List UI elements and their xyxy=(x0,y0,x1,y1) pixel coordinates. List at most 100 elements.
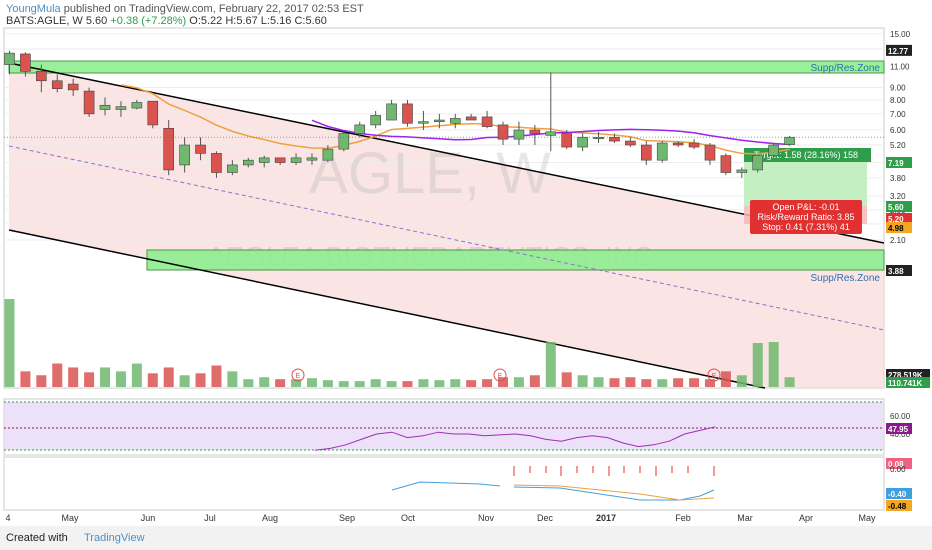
price-axis-label-bg xyxy=(886,377,930,388)
ohlc-values: O:5.22 H:5.67 L:5.16 C:5.60 xyxy=(189,15,327,27)
price-axis-label: 5.20 xyxy=(888,215,904,224)
volume-bar xyxy=(657,379,668,387)
channel-bottom-line xyxy=(8,229,766,389)
candle-body xyxy=(497,124,509,140)
rsi-value-bg xyxy=(886,423,912,434)
candle-body xyxy=(227,164,238,173)
candle-body xyxy=(115,106,127,110)
candle-body xyxy=(402,103,413,124)
volume-bar xyxy=(673,378,684,387)
volume-bar xyxy=(275,379,286,387)
volume-bar xyxy=(195,373,206,387)
zone-upper-label: Supp/Res.Zone xyxy=(811,63,881,74)
rsi-value-label: 47.95 xyxy=(888,425,909,434)
earnings-marker xyxy=(707,368,721,382)
volume-bar xyxy=(386,381,397,387)
target-zone xyxy=(744,162,867,206)
candle-body xyxy=(354,124,366,134)
volume-bar xyxy=(291,379,302,387)
candle-body xyxy=(211,153,222,173)
rsi-tick-label: 60.00 xyxy=(890,412,911,421)
volume-bar xyxy=(211,365,222,387)
rsi-band xyxy=(4,402,884,450)
price-tick-label: 3.20 xyxy=(890,192,906,201)
open-pl-label: Open P&L: -0.01 xyxy=(772,202,839,212)
risk-reward-label: Risk/Reward Ratio: 3.85 xyxy=(757,212,854,222)
volume-bar xyxy=(529,375,540,387)
time-tick-label: Nov xyxy=(478,513,495,523)
candle-body xyxy=(67,83,79,91)
macd-signal-line-b xyxy=(513,486,715,501)
volume-bar xyxy=(482,379,493,387)
candle-body xyxy=(545,131,557,136)
risk-box-bg xyxy=(750,200,862,234)
candlestick-chart[interactable]: 15.0013.0011.009.008.007.006.005.204.403… xyxy=(0,0,932,526)
price-axis-label: 3.88 xyxy=(888,267,904,276)
earnings-marker xyxy=(291,368,305,382)
candle-body xyxy=(784,136,795,145)
price-tick-label: 2.10 xyxy=(890,236,906,245)
earnings-marker-label: E xyxy=(712,373,717,380)
target-label: Target: 1.58 (28.16%) 158 xyxy=(754,150,858,160)
time-tick-label: 2017 xyxy=(596,513,616,523)
price-tick-label: 5.20 xyxy=(890,141,906,150)
volume-bar xyxy=(689,378,700,387)
candle-body xyxy=(195,144,206,154)
volume-bar xyxy=(434,380,445,387)
macd-label-bg xyxy=(886,488,912,499)
zone-lower xyxy=(146,249,885,271)
candle-body xyxy=(290,157,302,163)
price-axis-label: 7.19 xyxy=(888,159,904,168)
volume-bar xyxy=(370,379,381,387)
candle-body xyxy=(449,118,461,124)
candle-body xyxy=(768,144,779,156)
candle-body xyxy=(20,53,31,72)
candle-body xyxy=(529,129,541,134)
time-tick-label: Mar xyxy=(737,513,753,523)
volume-bar xyxy=(402,381,413,387)
candle-body xyxy=(752,155,764,171)
time-tick-label: Dec xyxy=(537,513,554,523)
volume-bar xyxy=(163,367,174,387)
channel-fill xyxy=(9,63,884,388)
author-name[interactable]: YoungMula xyxy=(6,3,61,15)
volume-bar xyxy=(418,379,429,387)
time-tick-label: May xyxy=(61,513,79,523)
symbol-label: BATS:AGLE, W xyxy=(6,15,83,27)
candle-body xyxy=(163,127,174,171)
volume-bar xyxy=(450,379,461,387)
volume-bar xyxy=(466,380,477,387)
price-axis-label: 12.77 xyxy=(888,47,909,56)
volume-bar xyxy=(179,375,190,387)
volume-bar xyxy=(498,377,509,387)
volume-bar xyxy=(131,363,142,387)
candle-body xyxy=(131,102,143,109)
price-axis-label-bg xyxy=(886,44,912,56)
price-tick-label: 8.00 xyxy=(890,96,906,105)
candle-body xyxy=(306,157,318,161)
price-axis-label-bg xyxy=(886,157,912,168)
footer-bar: Created with TradingView xyxy=(0,526,932,550)
volume-bar xyxy=(561,372,572,387)
volume-bar xyxy=(641,379,652,387)
price-tick-label: 6.00 xyxy=(890,126,906,135)
volume-bar xyxy=(609,378,620,387)
candle-body xyxy=(4,52,15,65)
volume-bar xyxy=(20,371,31,387)
rsi-line xyxy=(314,426,716,451)
candle-body xyxy=(51,80,63,90)
watermark-ticker: AGLE, W xyxy=(309,141,551,206)
channel-top-line xyxy=(8,62,885,244)
price-axis-label-bg xyxy=(886,369,930,380)
volume-bar xyxy=(593,377,604,387)
candle-body xyxy=(465,116,477,121)
candle-body xyxy=(704,144,716,161)
candle-body xyxy=(370,115,381,126)
tradingview-logo[interactable]: TradingView xyxy=(84,532,145,544)
candle-body xyxy=(625,140,636,146)
volume-bar xyxy=(306,378,317,387)
volume-bar xyxy=(100,367,111,387)
last-price: 5.60 xyxy=(85,15,108,27)
candle-body xyxy=(561,133,573,148)
macd-signal-line-a xyxy=(391,481,501,491)
